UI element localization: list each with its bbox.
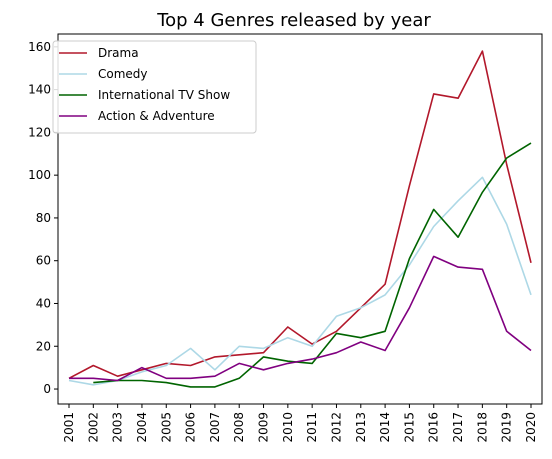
x-tick-label: 2004 — [135, 412, 149, 443]
y-axis: 0 20 40 60 80 100 120 140 160 — [28, 40, 58, 396]
series-layer — [68, 50, 532, 388]
x-axis: 2001 2002 2003 2004 2005 2006 2007 2008 2009 2010… — [62, 404, 538, 443]
x-tick-label: 2017 — [451, 412, 465, 443]
x-tick-label: 2011 — [305, 412, 319, 443]
x-tick-label: 2003 — [111, 412, 125, 443]
series-line-comedy — [68, 176, 532, 386]
y-tick-label: 40 — [36, 296, 51, 310]
legend-label: Action & Adventure — [98, 109, 215, 123]
x-tick-label: 2018 — [475, 412, 489, 443]
y-tick-label: 140 — [28, 83, 51, 97]
y-tick-label: 120 — [28, 125, 51, 139]
x-tick-label: 2008 — [232, 412, 246, 443]
plot-area-frame — [57, 33, 543, 405]
y-tick-label: 100 — [28, 168, 51, 182]
x-tick-label: 2015 — [402, 412, 416, 443]
x-tick-label: 2020 — [524, 412, 538, 443]
series-line-action-adventure — [69, 255, 532, 382]
legend-label: Comedy — [98, 67, 148, 81]
x-tick-label: 2002 — [86, 412, 100, 443]
y-tick-label: 60 — [36, 254, 51, 268]
x-tick-label: 2007 — [208, 412, 222, 443]
x-tick-label: 2001 — [62, 412, 76, 443]
x-tick-label: 2016 — [427, 412, 441, 443]
legend-label: Drama — [98, 46, 139, 60]
y-tick-label: 20 — [36, 339, 51, 353]
x-tick-label: 2013 — [354, 412, 368, 443]
x-tick-label: 2010 — [281, 412, 295, 443]
x-tick-label: 2005 — [159, 412, 173, 443]
x-tick-label: 2019 — [500, 412, 514, 443]
legend-label: International TV Show — [98, 88, 230, 102]
y-tick-label: 0 — [43, 382, 51, 396]
x-tick-label: 2014 — [378, 412, 392, 443]
x-tick-label: 2009 — [257, 412, 271, 443]
x-tick-label: 2006 — [184, 412, 198, 443]
chart-title: Top 4 Genres released by year — [156, 10, 431, 31]
legend-box — [52, 40, 257, 134]
y-tick-label: 160 — [28, 40, 51, 54]
legend: Drama Comedy International TV Show Action &… — [52, 40, 257, 134]
series-line-international-tv-show — [93, 142, 532, 388]
x-tick-label: 2012 — [329, 412, 343, 443]
y-tick-label: 80 — [36, 211, 51, 225]
